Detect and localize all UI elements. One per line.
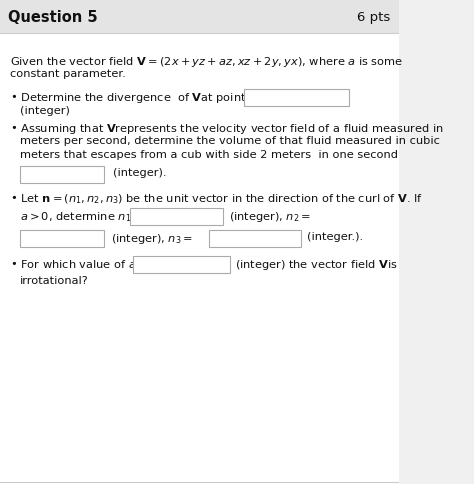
Text: (integer), $n_3 =$: (integer), $n_3 =$ — [111, 231, 193, 245]
Text: (integer).: (integer). — [113, 167, 166, 178]
Text: • Determine the divergence  of $\mathbf{V}$at point $(0, 0, 0)$: • Determine the divergence of $\mathbf{V… — [10, 91, 292, 105]
Text: • Let $\mathbf{n} = (n_1, n_2, n_3)$ be the unit vector in the direction of the : • Let $\mathbf{n} = (n_1, n_2, n_3)$ be … — [10, 192, 423, 205]
FancyBboxPatch shape — [209, 230, 301, 247]
FancyBboxPatch shape — [0, 34, 399, 484]
Text: • For which value of $a =$: • For which value of $a =$ — [10, 257, 148, 270]
Text: (integer.).: (integer.). — [307, 231, 363, 242]
Text: Given the vector field $\mathbf{V} = (2x + yz + az, xz + 2y, yx)$, where $a$ is : Given the vector field $\mathbf{V} = (2x… — [10, 55, 403, 69]
Text: (integer) the vector field $\mathbf{V}$is: (integer) the vector field $\mathbf{V}$i… — [236, 257, 398, 272]
FancyBboxPatch shape — [0, 0, 399, 34]
Text: meters per second, determine the volume of that fluid measured in cubic: meters per second, determine the volume … — [20, 136, 440, 146]
FancyBboxPatch shape — [20, 230, 104, 247]
FancyBboxPatch shape — [130, 209, 223, 226]
Text: constant parameter.: constant parameter. — [10, 69, 126, 79]
Text: • Assuming that $\mathbf{V}$represents the velocity vector field of a fluid meas: • Assuming that $\mathbf{V}$represents t… — [10, 122, 444, 136]
FancyBboxPatch shape — [20, 166, 104, 183]
Text: 6 pts: 6 pts — [357, 11, 390, 23]
Text: irrotational?: irrotational? — [20, 275, 89, 286]
FancyBboxPatch shape — [244, 90, 349, 107]
Text: Question 5: Question 5 — [9, 10, 98, 25]
Text: $a > 0$, determine $n_1 =$: $a > 0$, determine $n_1 =$ — [20, 210, 143, 223]
Text: (integer), $n_2 =$: (integer), $n_2 =$ — [228, 210, 310, 224]
FancyBboxPatch shape — [133, 257, 229, 273]
Text: (integer): (integer) — [20, 106, 70, 116]
Text: meters that escapes from a cub with side 2 meters  in one second: meters that escapes from a cub with side… — [20, 150, 398, 160]
